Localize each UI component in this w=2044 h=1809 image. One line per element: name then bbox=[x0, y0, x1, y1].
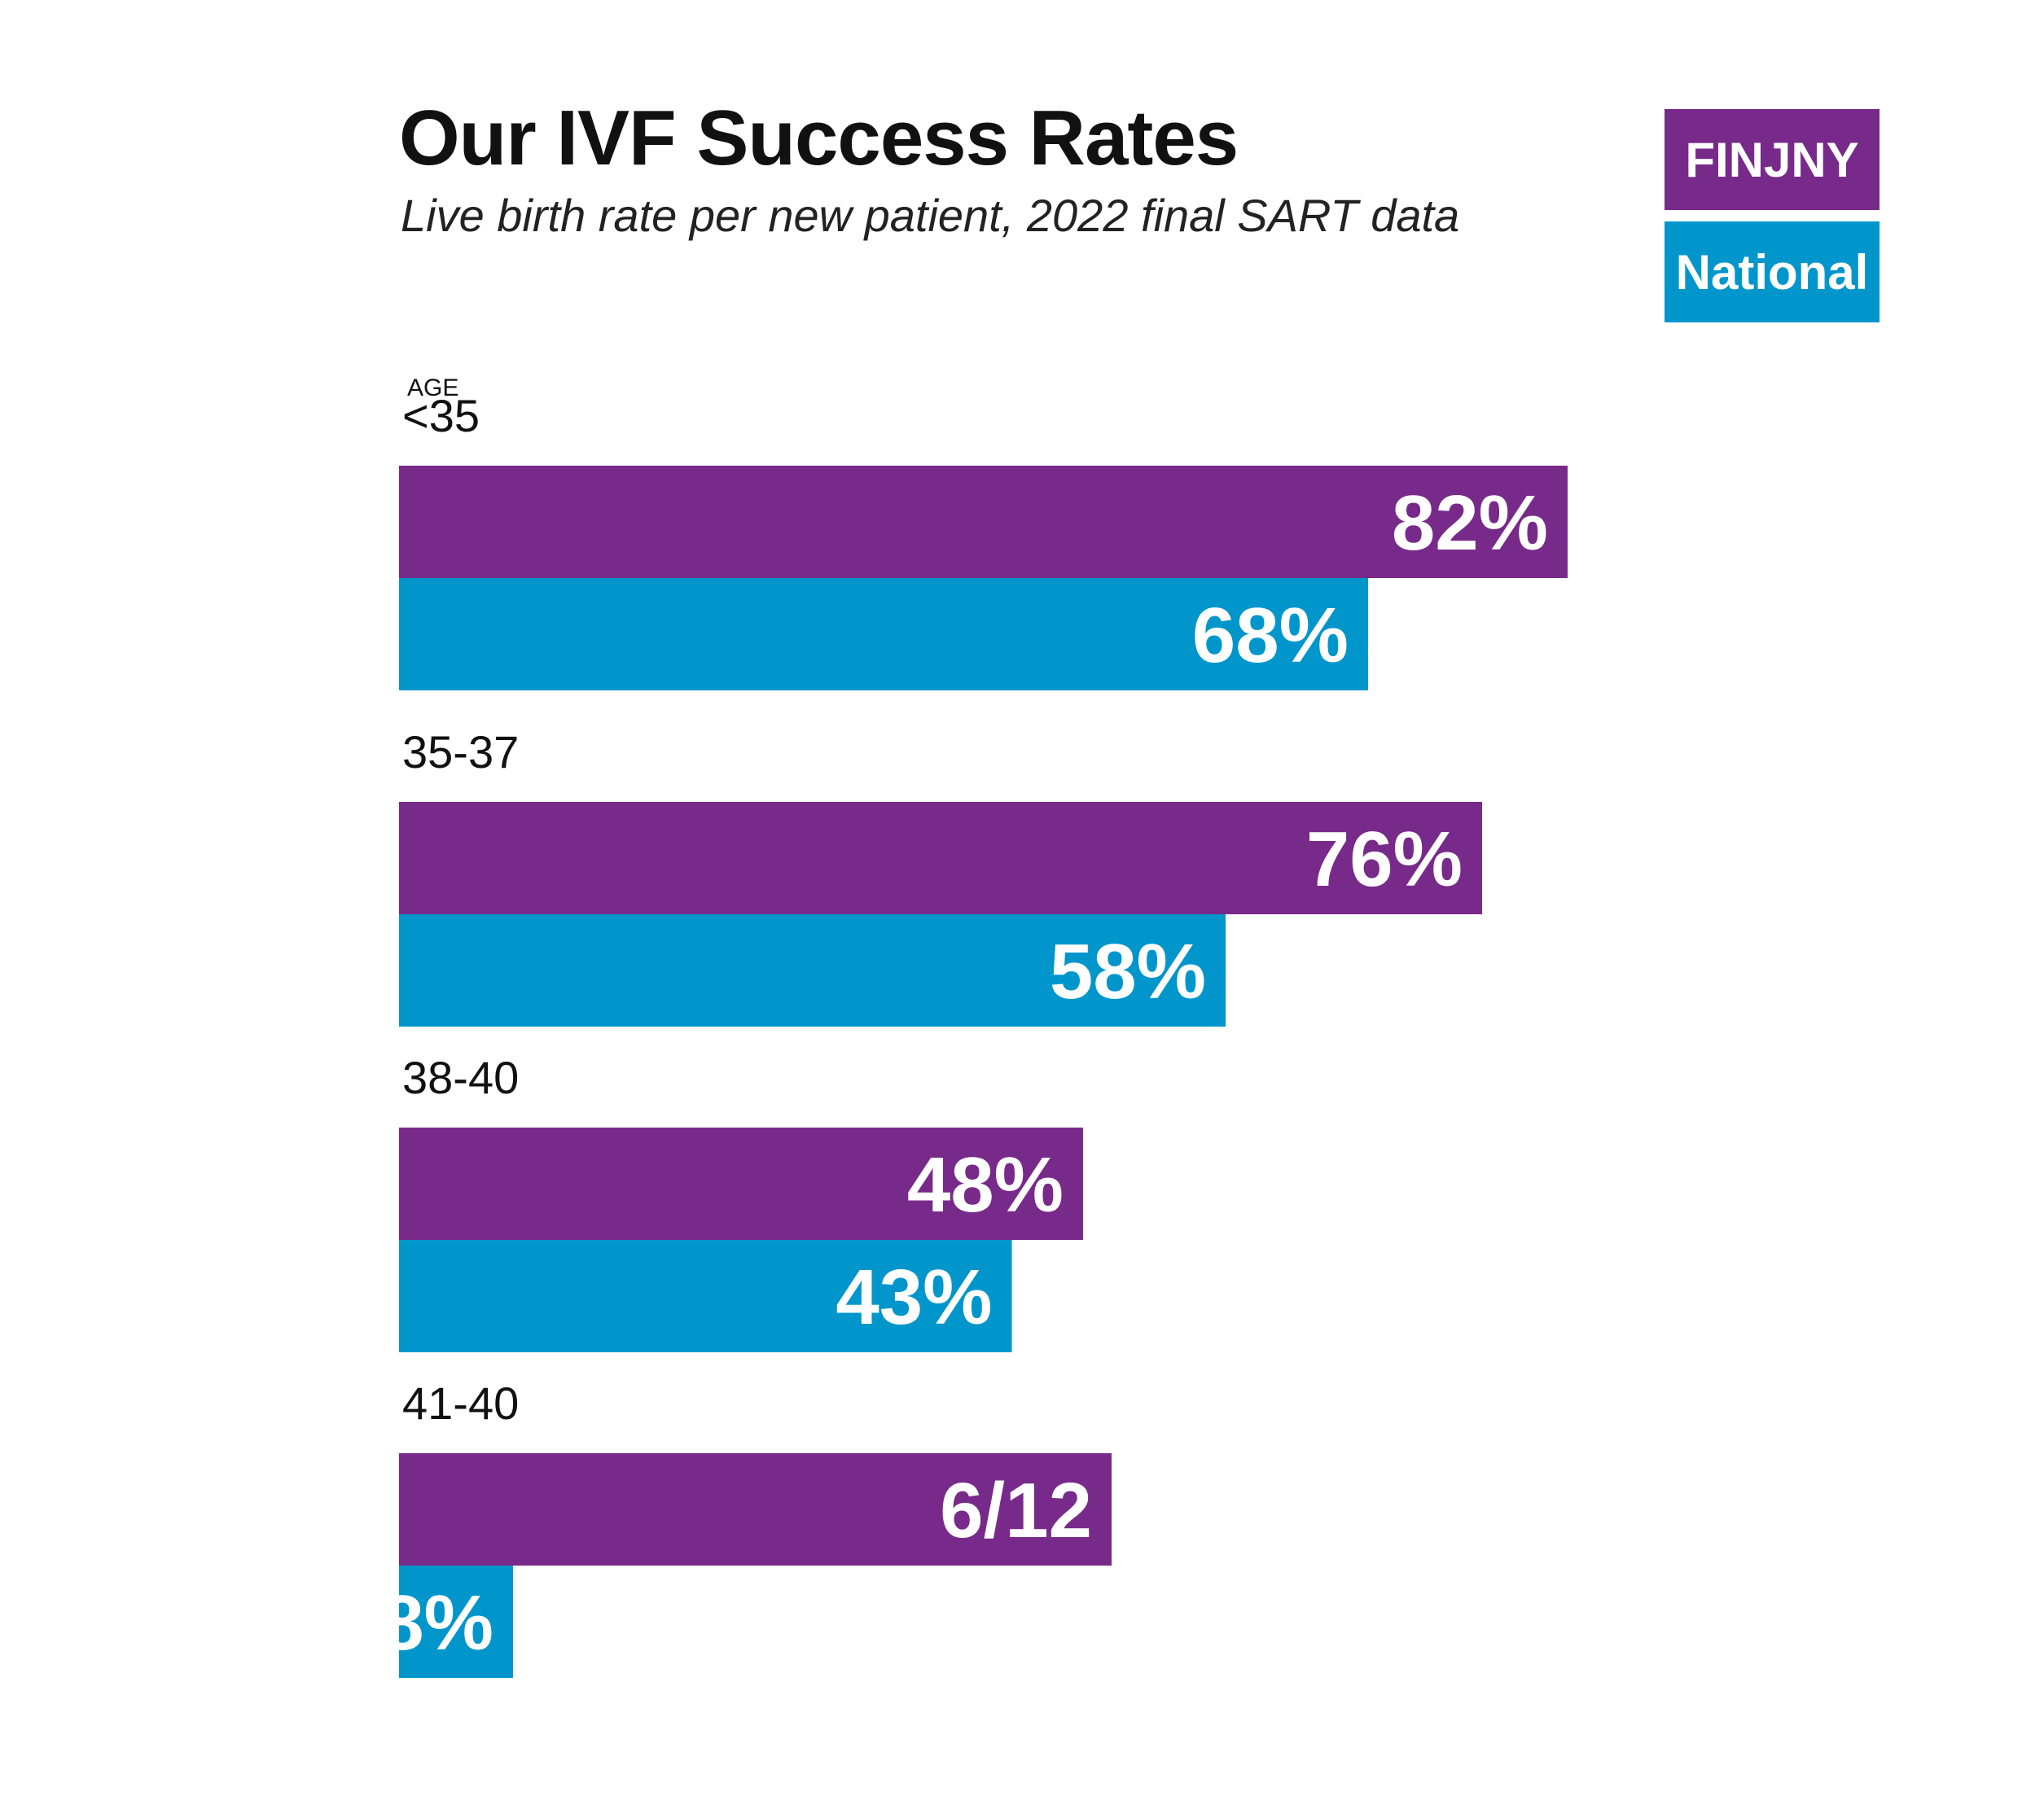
legend-item-finjny: FINJNY bbox=[1665, 109, 1880, 210]
bar-finjny bbox=[399, 1453, 1112, 1566]
age-axis-caption: AGE bbox=[407, 375, 459, 401]
bar-finjny bbox=[399, 802, 1482, 914]
bar-national bbox=[399, 1566, 513, 1678]
legend-item-national: National bbox=[1665, 221, 1880, 322]
category-label: 38-40 bbox=[402, 1052, 519, 1103]
bar-national bbox=[399, 578, 1368, 690]
data-label: 76% bbox=[1306, 816, 1463, 903]
bar-national bbox=[399, 914, 1226, 1027]
chart-title: Our IVF Success Rates bbox=[399, 94, 1239, 182]
bar-finjny bbox=[399, 466, 1568, 578]
bar-finjny bbox=[399, 1128, 1083, 1240]
data-label: 8% bbox=[380, 1579, 493, 1667]
data-label: 48% bbox=[907, 1141, 1064, 1229]
data-label: 6/12 bbox=[940, 1467, 1092, 1554]
category-label: 35-37 bbox=[402, 726, 519, 777]
bar-national bbox=[399, 1240, 1012, 1352]
data-label: 43% bbox=[836, 1254, 992, 1341]
data-label: 68% bbox=[1192, 592, 1349, 679]
category-label: 41-40 bbox=[402, 1378, 519, 1429]
chart-subtitle: Live birth rate per new patient, 2022 fi… bbox=[401, 190, 1460, 241]
data-label: 82% bbox=[1392, 480, 1548, 567]
category-label: <35 bbox=[402, 390, 480, 441]
data-label: 58% bbox=[1050, 928, 1206, 1015]
